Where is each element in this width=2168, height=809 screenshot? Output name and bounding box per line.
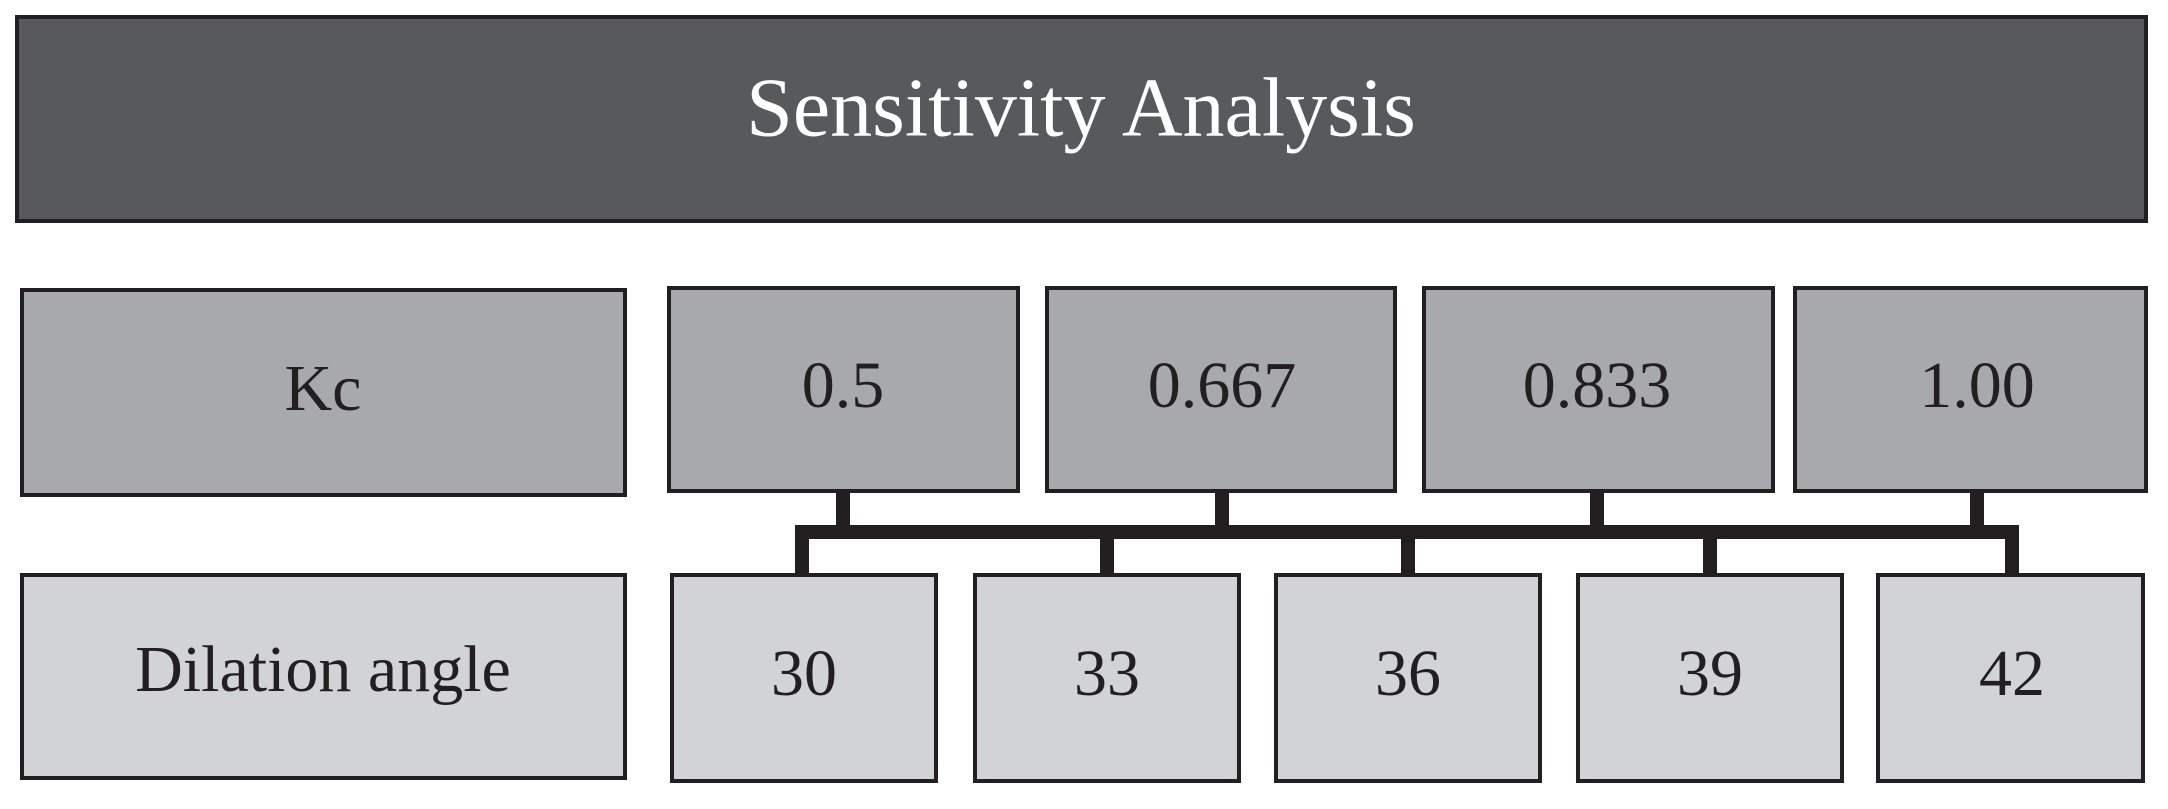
- value-box: [1793, 286, 2148, 493]
- value-box: [1576, 573, 1844, 783]
- row-label: Kc: [285, 352, 362, 425]
- value-box: [1274, 573, 1542, 783]
- title-bar: [15, 15, 2148, 223]
- value-box: [1045, 286, 1397, 493]
- value-box: [1422, 286, 1775, 493]
- value-box: [667, 286, 1020, 493]
- value: 42: [1979, 637, 2045, 710]
- row-label: Dilation angle: [135, 633, 511, 706]
- row-label-box: [20, 573, 627, 780]
- connector-lines: [795, 491, 2019, 575]
- value: 0.833: [1523, 349, 1672, 422]
- value: 33: [1074, 637, 1140, 710]
- value: 39: [1677, 637, 1743, 710]
- value: 1.00: [1919, 349, 2035, 422]
- value: 36: [1375, 637, 1441, 710]
- connectors: [795, 491, 2019, 575]
- value: 0.5: [802, 349, 885, 422]
- value-box: [973, 573, 1241, 783]
- kc-row: Kc 0.5 0.667 0.833 1.00: [20, 286, 2148, 497]
- title: Sensitivity Analysis: [746, 61, 1416, 154]
- value: 0.667: [1148, 349, 1297, 422]
- value-box: [670, 573, 938, 783]
- row-label-box: [20, 288, 627, 497]
- value-box: [1876, 573, 2145, 783]
- dilation-row: Dilation angle 30 33 36 39 42: [20, 573, 2145, 783]
- value: 30: [771, 637, 837, 710]
